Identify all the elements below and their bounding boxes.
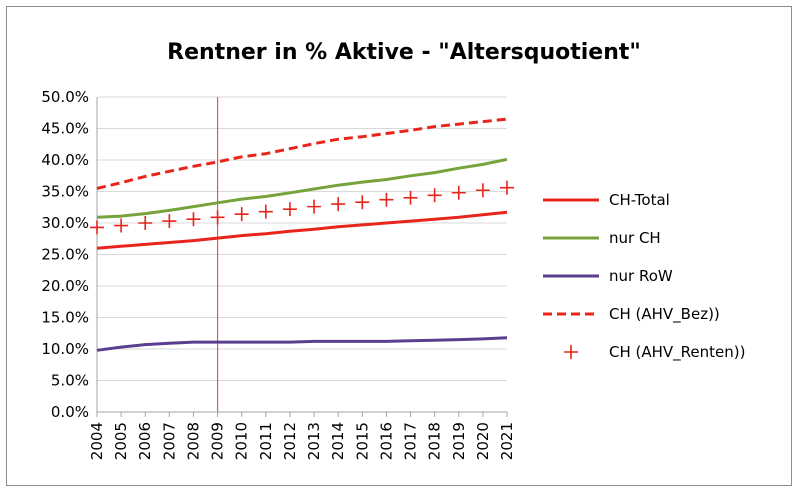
x-tick-label: 2018 [426,422,444,460]
legend-label: CH-Total [609,191,670,209]
x-tick-label: 2014 [329,422,347,460]
legend-label: nur CH [609,229,661,247]
legend-label: CH (AHV_Bez)) [609,305,720,324]
data-point [90,220,104,235]
data-point [451,185,466,200]
legend-label: nur RoW [609,267,673,285]
legend-label: CH (AHV_Renten)) [609,343,745,362]
x-tick-label: 2015 [353,422,371,460]
series-ahv_renten [90,180,514,235]
x-tick-label: 2008 [184,422,202,460]
legend-item: CH (AHV_Renten)) [564,343,745,362]
series-line [96,336,508,352]
gridlines [97,96,507,381]
data-point [379,192,394,207]
legend-item: CH-Total [543,191,670,209]
chart-title: Rentner in % Aktive - "Altersquotient" [167,40,641,65]
legend: CH-Total nur CH nur RoW CH (AHV_Bez)) CH (AH… [543,191,745,362]
series-lines [90,117,514,352]
legend-item: CH (AHV_Bez)) [543,305,720,324]
data-point [427,188,442,203]
x-tick-label: 2011 [257,422,275,460]
series-nur_row [96,336,508,352]
series-nur_ch [96,157,508,219]
data-point [258,204,273,219]
data-point [138,216,153,230]
axes: 0.0% 5.0% 10.0% 15.0% 20.0% 25.0% 30.0% 35.0% 40… [41,88,516,460]
x-tick-label: 2009 [209,422,227,460]
data-point [210,210,225,225]
x-tick-label: 2004 [88,422,106,460]
line-chart: Rentner in % Aktive - "Altersquotient" 0… [41,40,745,460]
data-point [234,207,249,222]
data-point [500,180,514,195]
data-point [114,218,129,233]
y-tick-label: 35.0% [41,183,89,201]
data-point [331,197,346,212]
x-tick-label: 2005 [112,422,130,460]
data-point [307,199,322,214]
x-tick-label: 2007 [160,422,178,460]
x-tick-label: 2019 [450,422,468,460]
y-tick-label: 25.0% [41,246,89,264]
y-tick-label: 40.0% [41,151,89,169]
legend-item: nur RoW [543,267,673,285]
y-tick-label: 50.0% [41,88,89,106]
y-tick-label: 15.0% [41,309,89,327]
data-point [162,214,177,229]
y-tick-label: 30.0% [41,214,89,232]
x-tick-label: 2017 [402,422,420,460]
x-tick-label: 2020 [474,422,492,460]
y-tick-label: 10.0% [41,340,89,358]
data-point [186,212,201,227]
x-tick-label: 2010 [233,422,251,460]
series-ahv_bez [96,117,508,190]
y-tick-label: 20.0% [41,277,89,295]
series-line [96,117,508,190]
series-line [96,157,508,219]
chart-frame: Rentner in % Aktive - "Altersquotient" 0… [6,6,792,486]
data-point [355,195,370,210]
x-tick-label: 2006 [136,422,154,460]
data-point [403,190,418,205]
series-ch_total [96,210,508,250]
y-tick-label: 0.0% [51,403,89,421]
x-tick-label: 2016 [377,422,395,460]
legend-item: nur CH [543,229,661,247]
x-tick-label: 2021 [498,422,516,460]
data-point [475,183,490,198]
x-tick-label: 2012 [281,422,299,460]
data-point [282,202,297,217]
legend-swatch [564,345,578,359]
y-tick-label: 5.0% [51,372,89,390]
y-tick-label: 45.0% [41,120,89,138]
x-tick-label: 2013 [305,422,323,460]
series-line [96,210,508,250]
